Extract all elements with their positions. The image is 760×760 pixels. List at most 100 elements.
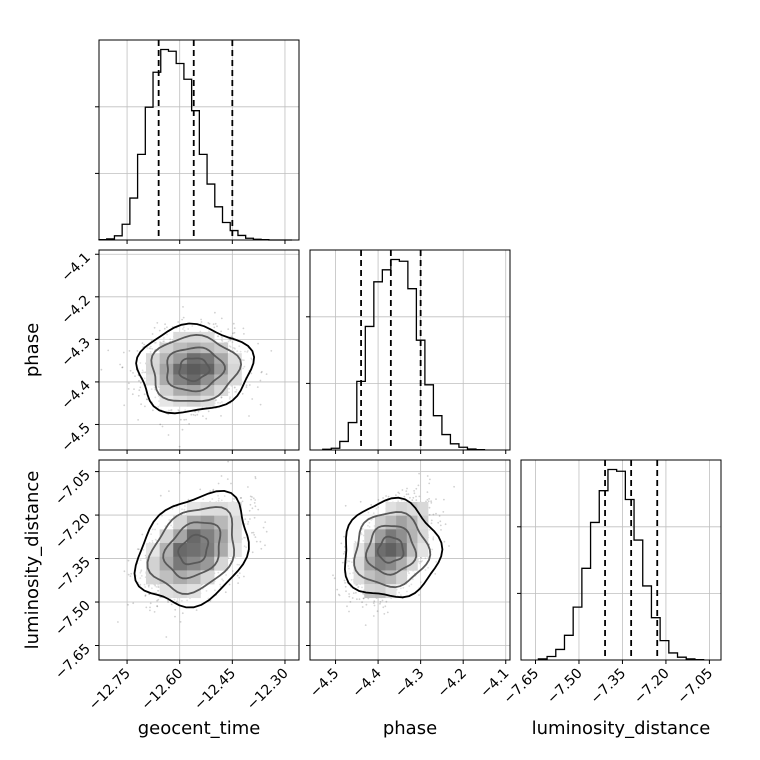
sample-point [262, 526, 265, 529]
sample-point [100, 368, 103, 371]
density-cell [200, 363, 215, 375]
sample-point [174, 615, 176, 618]
sample-point [238, 572, 241, 575]
sample-point [337, 593, 340, 596]
sample-point [418, 472, 420, 475]
sample-point [234, 348, 236, 350]
x-tick-label: −4.3 [392, 666, 427, 701]
sample-point [217, 401, 219, 404]
sample-point [158, 329, 161, 332]
y-tick-label: −7.20 [52, 511, 94, 553]
sample-point [243, 359, 245, 362]
sample-point [141, 371, 144, 374]
sample-point [344, 504, 347, 507]
sample-point [257, 342, 259, 345]
sample-point [197, 410, 200, 413]
sample-point [151, 333, 154, 335]
axes-frame [98, 39, 300, 241]
sample-point [247, 521, 250, 523]
sample-point [344, 585, 347, 588]
density-cell [186, 331, 201, 343]
x-tick-label: −4.2 [435, 666, 470, 701]
sample-point [220, 396, 223, 398]
sample-point [221, 337, 224, 339]
sample-point [411, 499, 414, 501]
sample-point [426, 491, 429, 493]
sample-point [409, 496, 411, 499]
y-tick-label: −4.3 [58, 335, 93, 370]
sample-point [157, 385, 160, 388]
sample-point [430, 519, 433, 522]
sample-point [173, 598, 176, 601]
sample-point [167, 413, 170, 416]
sample-point [448, 545, 450, 547]
density-cell [145, 353, 160, 365]
sample-point [217, 482, 220, 485]
sample-point [373, 600, 376, 603]
sample-point [229, 339, 232, 342]
sample-point [127, 388, 130, 390]
sample-point [144, 371, 146, 374]
sample-point [156, 322, 159, 324]
sample-point [248, 509, 251, 512]
sample-point [157, 586, 160, 588]
sample-point [407, 493, 410, 496]
sample-point [249, 518, 251, 520]
y-tick-label: −7.35 [52, 554, 94, 596]
sample-point [149, 609, 151, 612]
sample-point [259, 540, 262, 543]
sample-point [163, 340, 166, 343]
sample-point [140, 403, 143, 406]
sample-point [127, 559, 130, 562]
sample-point [264, 544, 266, 547]
sample-point [233, 498, 236, 500]
sample-point [432, 513, 435, 516]
sample-point [208, 322, 211, 325]
sample-point [232, 322, 235, 325]
sample-point [107, 349, 110, 352]
scatter-panel-geocent_time-vs-phase [95, 249, 300, 454]
sample-point [236, 563, 239, 566]
sample-point [427, 500, 430, 503]
sample-point [170, 603, 173, 606]
sample-point [251, 531, 253, 534]
sample-point [403, 495, 406, 498]
sample-point [241, 500, 244, 503]
sample-point [175, 600, 178, 603]
sample-point [212, 489, 215, 492]
sample-point [254, 476, 257, 478]
sample-point [181, 318, 184, 321]
sample-point [163, 337, 165, 339]
sample-point [144, 595, 147, 597]
sample-point [235, 390, 238, 393]
sample-point [227, 340, 230, 343]
axes-frame [520, 459, 722, 661]
sample-point [157, 395, 160, 397]
sample-point [141, 342, 144, 344]
sample-point [373, 604, 376, 607]
sample-point [270, 350, 273, 352]
sample-point [128, 350, 131, 352]
sample-point [351, 597, 354, 599]
sample-point [166, 333, 169, 336]
sample-point [214, 399, 217, 401]
sample-point [359, 500, 362, 503]
sample-point [243, 575, 245, 578]
sample-point [377, 499, 380, 501]
sample-point [207, 410, 210, 413]
x-tick-label: −12.75 [86, 666, 134, 714]
sample-point [364, 624, 367, 626]
sample-point [121, 366, 124, 369]
sample-point [192, 413, 195, 416]
sample-point [143, 377, 146, 380]
y-tick-label: −7.65 [52, 641, 94, 683]
sample-point [376, 610, 379, 613]
sample-point [405, 490, 408, 492]
sample-point [194, 410, 197, 413]
sample-point [349, 601, 352, 603]
sample-point [143, 343, 146, 346]
x-axis-label-luminosity_distance: luminosity_distance [532, 718, 711, 739]
y-tick-label: −7.05 [52, 467, 94, 509]
sample-point [216, 325, 218, 328]
sample-point [143, 393, 146, 396]
